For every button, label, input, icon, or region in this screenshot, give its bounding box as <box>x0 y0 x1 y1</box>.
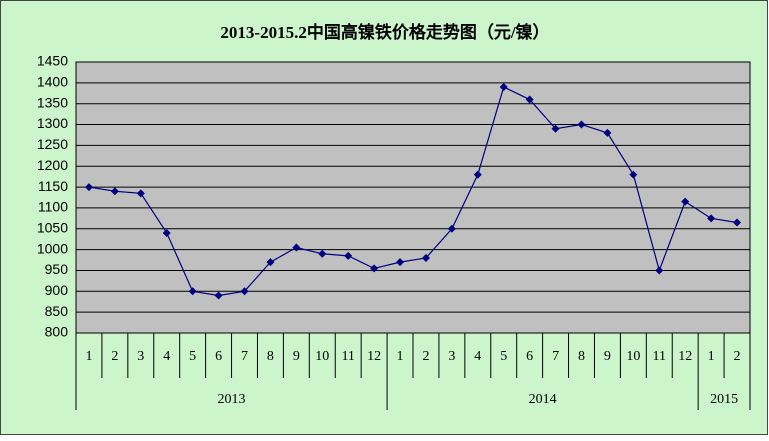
x-tick-label: 3 <box>137 349 144 364</box>
data-point <box>655 266 664 275</box>
x-tick-label: 11 <box>653 349 666 364</box>
x-tick-label: 1 <box>708 349 715 364</box>
group-label: 2014 <box>529 392 557 407</box>
x-tick-label: 9 <box>604 349 611 364</box>
y-tick-label: 1300 <box>37 115 68 131</box>
x-tick-label: 7 <box>552 349 559 364</box>
y-tick-label: 950 <box>45 261 69 277</box>
data-point <box>240 287 249 296</box>
y-tick-label: 850 <box>45 303 69 319</box>
data-point <box>188 287 197 296</box>
y-tick-label: 1100 <box>38 199 68 215</box>
x-tick-label: 2 <box>734 349 741 364</box>
y-tick-label: 1400 <box>37 74 68 90</box>
y-tick-label: 1450 <box>37 53 68 69</box>
data-point <box>110 187 119 196</box>
x-tick-label: 12 <box>367 349 381 364</box>
data-point <box>344 251 353 260</box>
data-point <box>629 170 638 179</box>
x-tick-label: 2 <box>111 349 118 364</box>
x-tick-label: 8 <box>578 349 585 364</box>
data-point <box>421 253 430 262</box>
data-point <box>499 83 508 92</box>
y-tick-label: 1200 <box>37 157 68 173</box>
data-point <box>447 224 456 233</box>
x-tick-label: 10 <box>626 349 640 364</box>
y-tick-label: 900 <box>45 282 69 298</box>
series-line <box>88 86 738 297</box>
data-point <box>473 170 482 179</box>
data-point <box>603 128 612 137</box>
group-label: 2015 <box>710 392 738 407</box>
x-tick-label: 2 <box>422 349 429 364</box>
data-point <box>551 124 560 133</box>
x-tick-label: 10 <box>315 349 329 364</box>
x-tick-label: 6 <box>526 349 533 364</box>
data-point <box>214 291 223 300</box>
x-tick-label: 12 <box>678 349 692 364</box>
x-tick-label: 9 <box>293 349 300 364</box>
data-point <box>84 183 93 192</box>
data-point <box>733 218 742 227</box>
y-tick-label: 1050 <box>37 219 68 235</box>
x-tick-label: 6 <box>215 349 222 364</box>
plot-area <box>75 61 751 334</box>
x-tick-label: 4 <box>163 349 170 364</box>
data-point <box>707 214 716 223</box>
x-tick-label: 3 <box>448 349 455 364</box>
x-tick-label: 8 <box>267 349 274 364</box>
group-label: 2013 <box>218 392 246 407</box>
x-tick-label: 4 <box>474 349 481 364</box>
x-tick-label: 1 <box>85 349 92 364</box>
y-tick-label: 800 <box>45 324 69 340</box>
x-tick-label: 5 <box>189 349 196 364</box>
x-tick-label: 7 <box>241 349 248 364</box>
data-point <box>396 258 405 267</box>
x-tick-label: 11 <box>341 349 354 364</box>
data-point <box>292 243 301 252</box>
chart-title: 2013-2015.2中国高镍铁价格走势图（元/镍） <box>220 22 549 42</box>
x-tick-label: 1 <box>397 349 404 364</box>
y-tick-label: 1350 <box>37 94 68 110</box>
data-point <box>577 120 586 129</box>
data-point <box>266 258 275 267</box>
data-point <box>136 189 145 198</box>
data-point <box>162 228 171 237</box>
data-point <box>318 249 327 258</box>
x-tick-label: 5 <box>500 349 507 364</box>
y-tick-label: 1150 <box>38 178 68 194</box>
data-point <box>370 264 379 273</box>
data-point <box>525 95 534 104</box>
y-tick-label: 1250 <box>37 136 68 152</box>
data-point <box>681 197 690 206</box>
y-tick-label: 1000 <box>37 240 68 256</box>
